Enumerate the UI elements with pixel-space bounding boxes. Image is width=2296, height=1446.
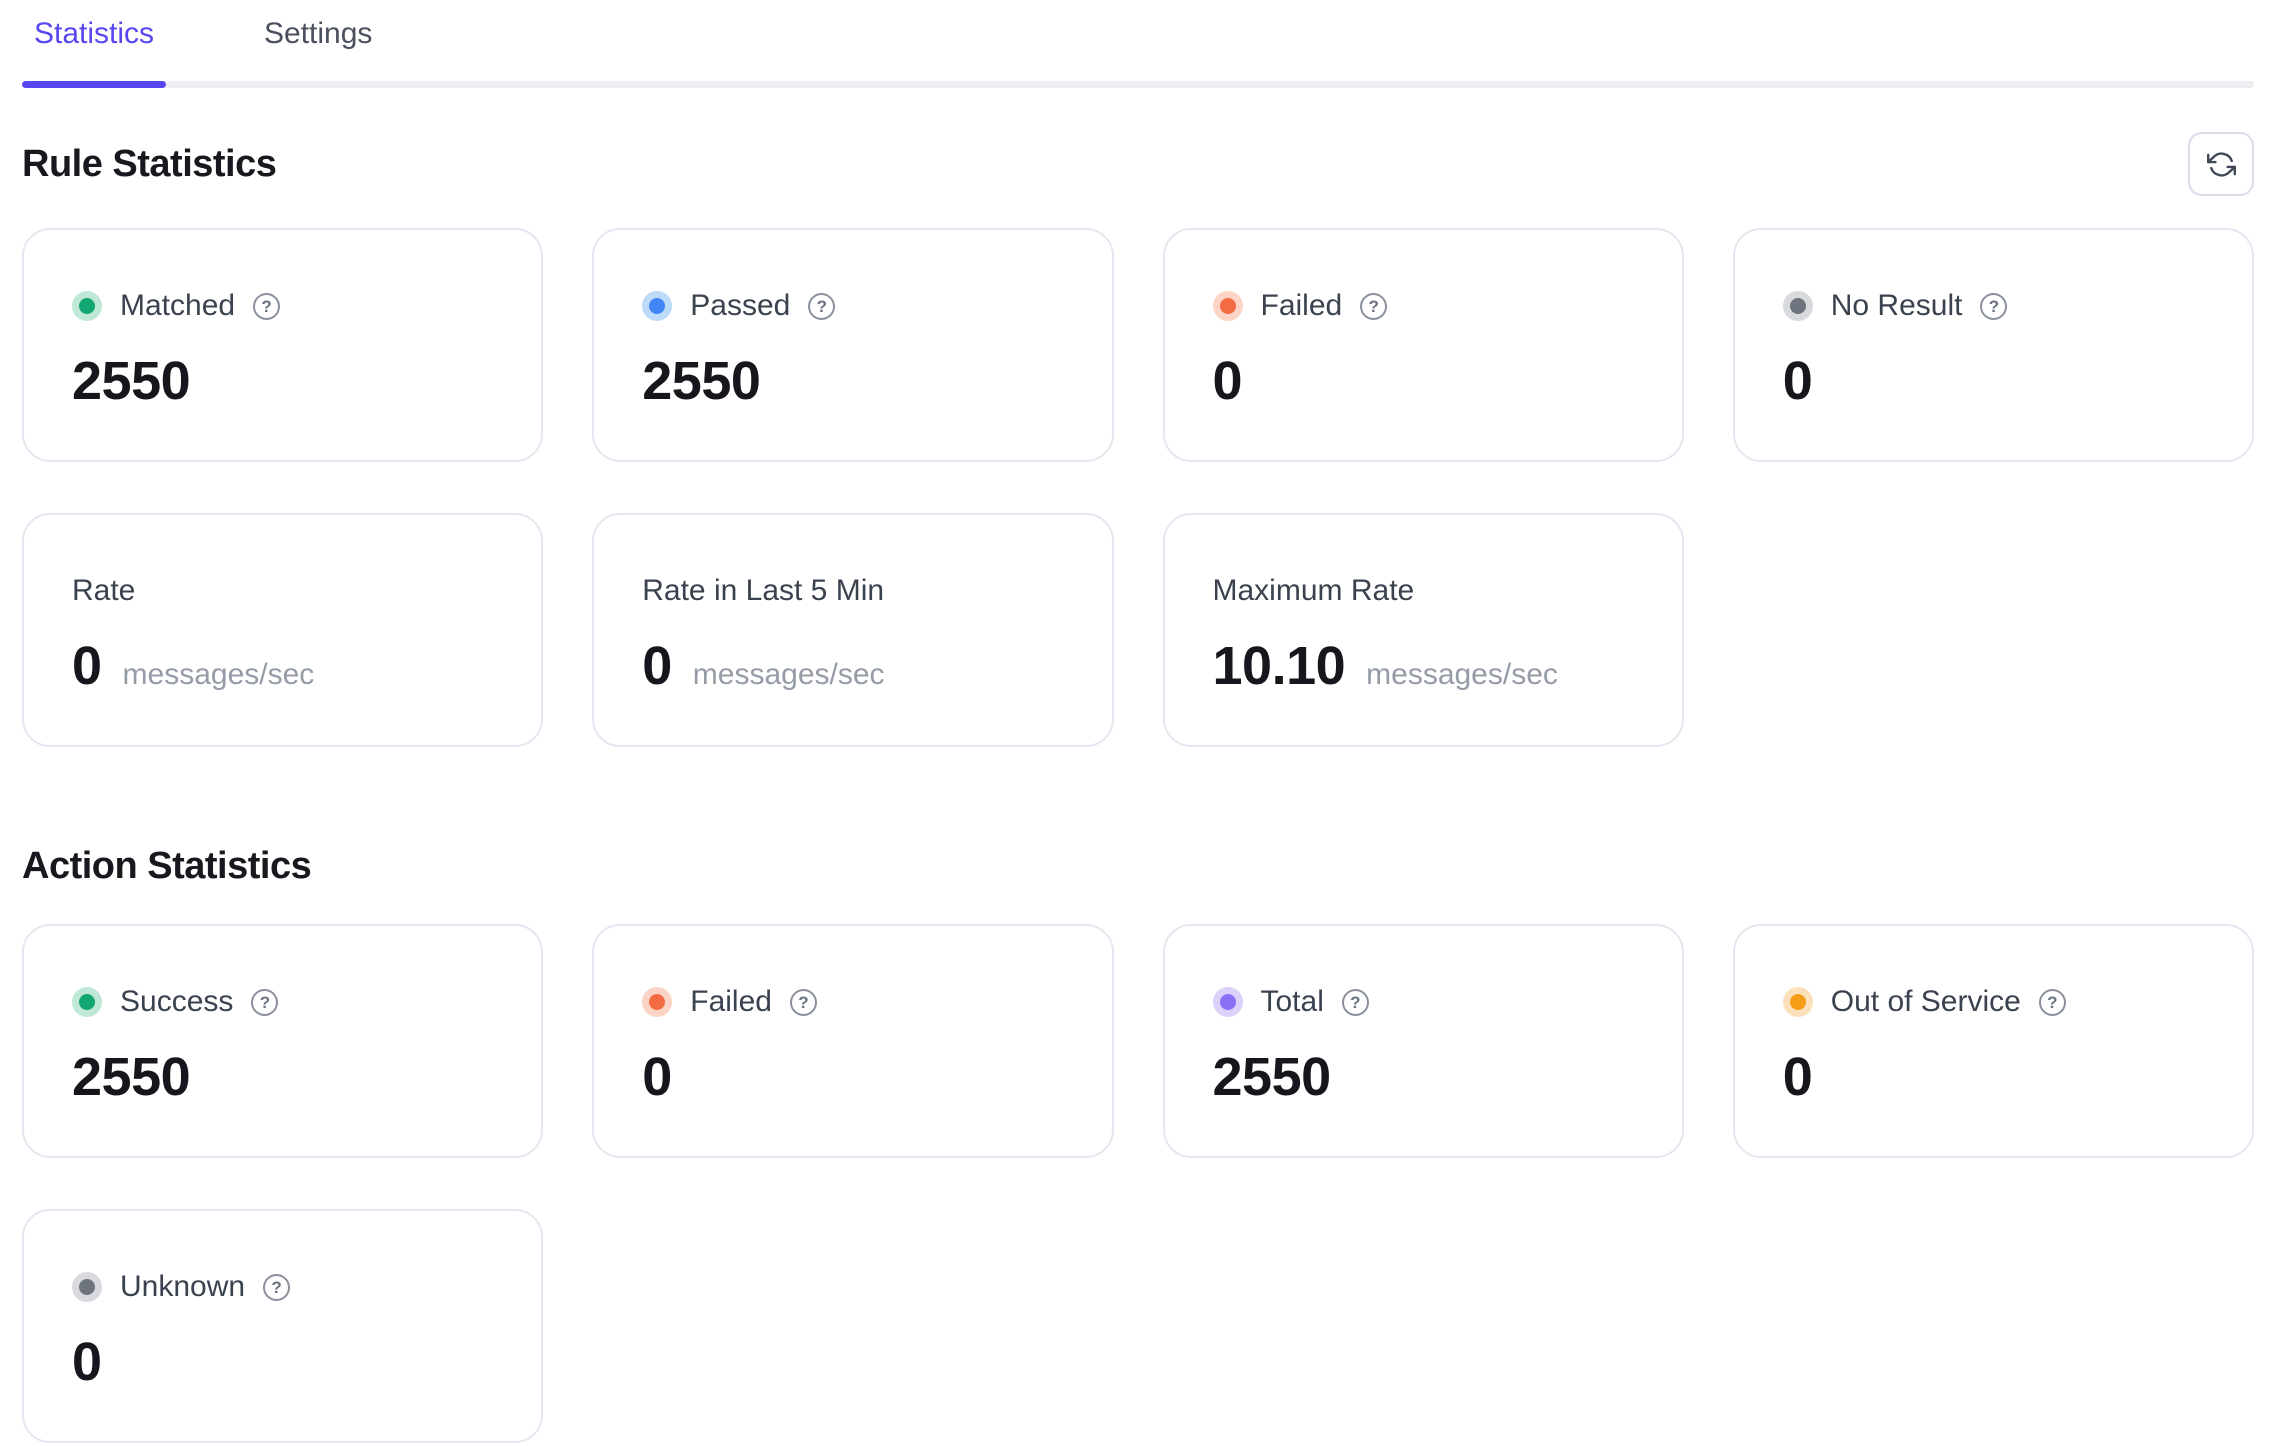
- tab-settings[interactable]: Settings: [252, 0, 384, 88]
- card-label: Rate: [72, 574, 136, 607]
- card-label: Failed: [690, 985, 772, 1018]
- card-label-row: Out of Service ?: [1782, 985, 2206, 1018]
- stat-card-out-of-service: Out of Service ? 0: [1732, 924, 2254, 1158]
- stat-card-matched: Matched ? 2550: [22, 228, 544, 462]
- status-dot-icon: [642, 987, 673, 1017]
- card-label-row: Unknown ?: [72, 1270, 495, 1303]
- stat-card-action-failed: Failed ? 0: [592, 924, 1114, 1158]
- rate-card-maximum: Maximum Rate 10.10 messages/sec: [1162, 513, 1684, 747]
- card-label: Total: [1260, 985, 1324, 1018]
- tab-settings-label: Settings: [264, 17, 373, 50]
- card-label-row: Failed ?: [642, 985, 1065, 1018]
- stat-card-no-result: No Result ? 0: [1732, 228, 2254, 462]
- rate-card-rate: Rate 0 messages/sec: [22, 513, 544, 747]
- card-value-row: 0: [1783, 1046, 2206, 1108]
- card-label-row: Success ?: [72, 985, 495, 1018]
- tab-underline-track: [22, 81, 2254, 88]
- refresh-button[interactable]: [2188, 132, 2254, 196]
- stat-card-success: Success ? 2550: [22, 924, 544, 1158]
- card-label: Out of Service: [1830, 985, 2021, 1018]
- tab-bar: Statistics Settings: [0, 0, 2296, 88]
- help-icon[interactable]: ?: [2038, 988, 2066, 1016]
- status-dot-icon: [1212, 987, 1243, 1017]
- card-label: Maximum Rate: [1212, 574, 1415, 607]
- card-label-row: Matched ?: [72, 289, 495, 322]
- help-icon[interactable]: ?: [789, 988, 817, 1016]
- card-value-row: 0: [1213, 350, 1636, 412]
- status-dot-icon: [72, 1272, 102, 1302]
- stat-card-passed: Passed ? 2550: [592, 228, 1114, 462]
- card-value-row: 0: [642, 1046, 1065, 1108]
- card-value: 10.10: [1212, 636, 1346, 696]
- card-label-row: Total ?: [1212, 985, 1636, 1018]
- card-value-row: 2550: [642, 350, 1065, 412]
- status-dot-icon: [72, 291, 102, 321]
- card-label: Failed: [1260, 289, 1343, 322]
- rule-statistics-grid: Matched ? 2550 Passed ? 2550 Failed ?: [0, 228, 2296, 747]
- rate-card-last-5-min: Rate in Last 5 Min 0 messages/sec: [592, 513, 1114, 747]
- card-value: 2550: [72, 1047, 191, 1107]
- help-icon[interactable]: ?: [263, 1273, 291, 1301]
- tab-statistics[interactable]: Statistics: [22, 0, 167, 88]
- card-unit: messages/sec: [1366, 658, 1558, 691]
- status-dot-icon: [72, 987, 102, 1017]
- card-value: 0: [642, 636, 672, 696]
- card-label: Success: [120, 985, 234, 1018]
- help-icon[interactable]: ?: [1980, 292, 2008, 320]
- rule-statistics-header: Rule Statistics: [0, 132, 2296, 196]
- card-label: Unknown: [120, 1270, 246, 1303]
- help-icon[interactable]: ?: [1360, 292, 1388, 320]
- card-unit: messages/sec: [692, 658, 885, 691]
- help-icon[interactable]: ?: [251, 988, 279, 1016]
- card-value-row: 0 messages/sec: [642, 635, 1065, 697]
- card-unit: messages/sec: [122, 658, 315, 691]
- card-value: 2550: [1212, 1047, 1332, 1107]
- card-value: 0: [1782, 351, 1813, 411]
- tab-statistics-label: Statistics: [34, 17, 155, 50]
- rule-statistics-title: Rule Statistics: [22, 142, 277, 185]
- card-value: 2550: [72, 351, 191, 411]
- card-label: Rate in Last 5 Min: [642, 574, 885, 607]
- card-value: 0: [642, 1047, 672, 1107]
- refresh-icon: [2206, 151, 2236, 177]
- card-value-row: 2550: [1213, 1046, 1636, 1108]
- card-label-row: Passed ?: [642, 289, 1065, 322]
- card-value: 0: [1212, 351, 1243, 411]
- card-value: 2550: [642, 351, 761, 411]
- action-statistics-grid: Success ? 2550 Failed ? 0 Total ?: [0, 924, 2296, 1443]
- status-dot-icon: [1782, 987, 1813, 1017]
- card-label: Matched: [120, 289, 236, 322]
- stat-card-failed: Failed ? 0: [1162, 228, 1684, 462]
- card-value: 0: [1782, 1047, 1813, 1107]
- status-dot-icon: [642, 291, 673, 321]
- card-label-row: Rate in Last 5 Min: [642, 574, 1065, 607]
- status-dot-icon: [1782, 291, 1813, 321]
- help-icon[interactable]: ?: [253, 292, 281, 320]
- card-label: Passed: [690, 289, 791, 322]
- card-label: No Result: [1830, 289, 1963, 322]
- action-statistics-title: Action Statistics: [22, 845, 312, 887]
- card-value-row: 0: [72, 1331, 495, 1393]
- card-value: 0: [72, 636, 102, 696]
- help-icon[interactable]: ?: [808, 292, 836, 320]
- card-label-row: Maximum Rate: [1212, 574, 1636, 607]
- card-value-row: 0 messages/sec: [72, 635, 495, 697]
- card-label-row: Rate: [72, 574, 495, 607]
- action-statistics-header: Action Statistics: [0, 845, 2296, 888]
- card-label-row: No Result ?: [1782, 289, 2206, 322]
- card-label-row: Failed ?: [1212, 289, 1636, 322]
- card-value-row: 2550: [72, 350, 495, 412]
- card-value-row: 2550: [72, 1046, 495, 1108]
- status-dot-icon: [1212, 291, 1243, 321]
- card-value-row: 10.10 messages/sec: [1213, 635, 1636, 697]
- stat-card-unknown: Unknown ? 0: [22, 1209, 544, 1443]
- card-value: 0: [72, 1332, 102, 1392]
- tab-list: Statistics Settings: [0, 0, 2296, 88]
- stat-card-total: Total ? 2550: [1162, 924, 1684, 1158]
- help-icon[interactable]: ?: [1341, 988, 1369, 1016]
- card-value-row: 0: [1783, 350, 2206, 412]
